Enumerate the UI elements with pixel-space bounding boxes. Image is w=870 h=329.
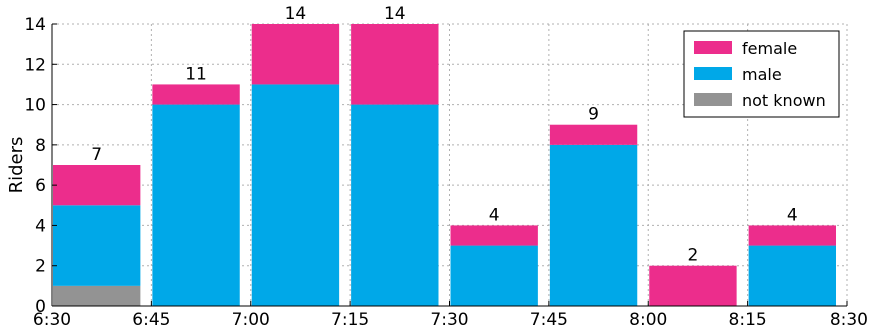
bar-segment-female-0 <box>53 165 141 206</box>
bar-segment-female-6 <box>649 265 737 306</box>
bar-segment-not-known-0 <box>53 285 141 306</box>
bar-total-label: 2 <box>688 246 699 266</box>
legend-swatch <box>694 41 732 54</box>
bar-total-label: 4 <box>787 205 798 225</box>
x-tick-label: 6:45 <box>132 310 170 329</box>
bar-segment-male-0 <box>53 205 141 286</box>
bar-total-labels: 7 11 14 14 4 9 2 4 <box>91 4 797 266</box>
grid <box>51 23 848 306</box>
bar-segment-male-7 <box>748 245 836 306</box>
legend: female male not known <box>683 30 840 118</box>
y-tick-label: 6 <box>35 176 46 196</box>
bar-segment-female-4 <box>450 225 538 246</box>
x-tick-label: 7:45 <box>530 310 568 329</box>
bar-total-label: 7 <box>91 145 102 165</box>
x-tick-label: 7:15 <box>331 310 369 329</box>
bar-segment-female-2 <box>251 24 340 85</box>
y-tick-label: 4 <box>35 216 46 236</box>
bar-total-label: 9 <box>588 105 599 125</box>
bars <box>53 24 836 306</box>
bar-segment-female-5 <box>549 124 638 145</box>
axes: 0 2 4 6 8 10 12 14 6:30 6:45 7:00 7:15 7:30 7:45 8:00 8… <box>24 15 868 329</box>
x-tick-label: 8:30 <box>830 310 868 329</box>
bar-total-label: 4 <box>489 205 500 225</box>
y-tick-label: 10 <box>24 96 46 116</box>
bar-segment-female-7 <box>748 225 836 246</box>
bar-segment-male-5 <box>549 144 638 306</box>
y-axis-title: Riders <box>6 137 27 194</box>
y-tick-label: 14 <box>24 15 46 35</box>
x-tick-label: 7:30 <box>430 310 468 329</box>
bar-total-label: 11 <box>185 64 207 84</box>
bar-segment-male-2 <box>251 84 340 306</box>
y-tick-label: 2 <box>35 257 46 277</box>
x-tick-label: 6:30 <box>33 310 71 329</box>
legend-label: female <box>742 39 797 58</box>
bar-segment-male-3 <box>351 104 439 306</box>
legend-label: not known <box>742 91 826 110</box>
bar-segment-female-1 <box>152 84 240 105</box>
bar-segment-male-1 <box>152 104 240 306</box>
legend-swatch <box>694 67 732 80</box>
bar-segment-female-3 <box>351 24 439 105</box>
bar-total-label: 14 <box>384 4 406 24</box>
y-tick-label: 8 <box>35 136 46 156</box>
bar-total-label: 14 <box>285 4 307 24</box>
y-tick-label: 12 <box>24 55 46 75</box>
x-tick-label: 7:00 <box>232 310 270 329</box>
bar-segment-male-4 <box>450 245 538 306</box>
legend-swatch <box>694 93 732 106</box>
legend-label: male <box>742 65 782 84</box>
y-tick-label: 0 <box>35 297 46 317</box>
x-tick-label: 8:00 <box>629 310 667 329</box>
x-tick-label: 8:15 <box>729 310 767 329</box>
